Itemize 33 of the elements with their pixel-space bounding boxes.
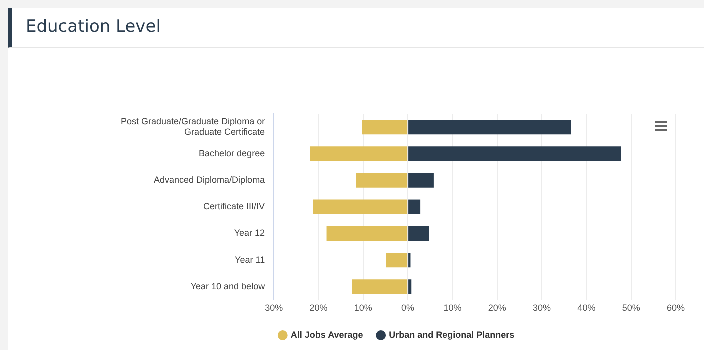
x-tick-label: 30%: [265, 303, 284, 314]
x-tick-label: 10%: [444, 303, 462, 314]
bar: [408, 146, 622, 162]
bar: [408, 173, 434, 188]
x-tick-label: 60%: [666, 303, 686, 314]
bar: [362, 120, 408, 135]
legend-label: All Jobs Average: [290, 330, 364, 340]
x-tick-label: 20%: [310, 303, 328, 314]
y-tick-label: Advanced Diploma/Diploma: [154, 174, 266, 185]
y-tick-label: Year 12: [234, 228, 266, 238]
x-tick-label: 10%: [354, 303, 372, 314]
bar: [408, 200, 421, 214]
y-tick-label: Post Graduate/Graduate Diploma or Graduate Certificate: [120, 116, 266, 138]
bar: [313, 200, 408, 214]
bar: [386, 252, 408, 268]
x-tick-label: 40%: [578, 303, 596, 314]
bar: [326, 226, 408, 242]
x-tick-label: 0%: [402, 303, 415, 314]
bar: [408, 120, 572, 135]
y-tick-label: Certificate III/IV: [204, 202, 266, 212]
bar: [352, 280, 408, 294]
bar: [408, 226, 430, 242]
text: Education Level: [26, 17, 161, 37]
y-tick-label: Bachelor degree: [199, 148, 266, 158]
bar: [356, 173, 408, 188]
x-tick-label: 30%: [533, 303, 552, 314]
y-tick-label: Year 11: [235, 254, 266, 265]
bar: [408, 280, 412, 294]
y-tick-label: Year 10 and below: [190, 281, 266, 292]
legend-label: Urban and Regional Planners: [389, 330, 515, 340]
bar: [310, 146, 408, 162]
x-tick-label: 50%: [622, 303, 640, 314]
x-tick-label: 20%: [488, 303, 506, 314]
